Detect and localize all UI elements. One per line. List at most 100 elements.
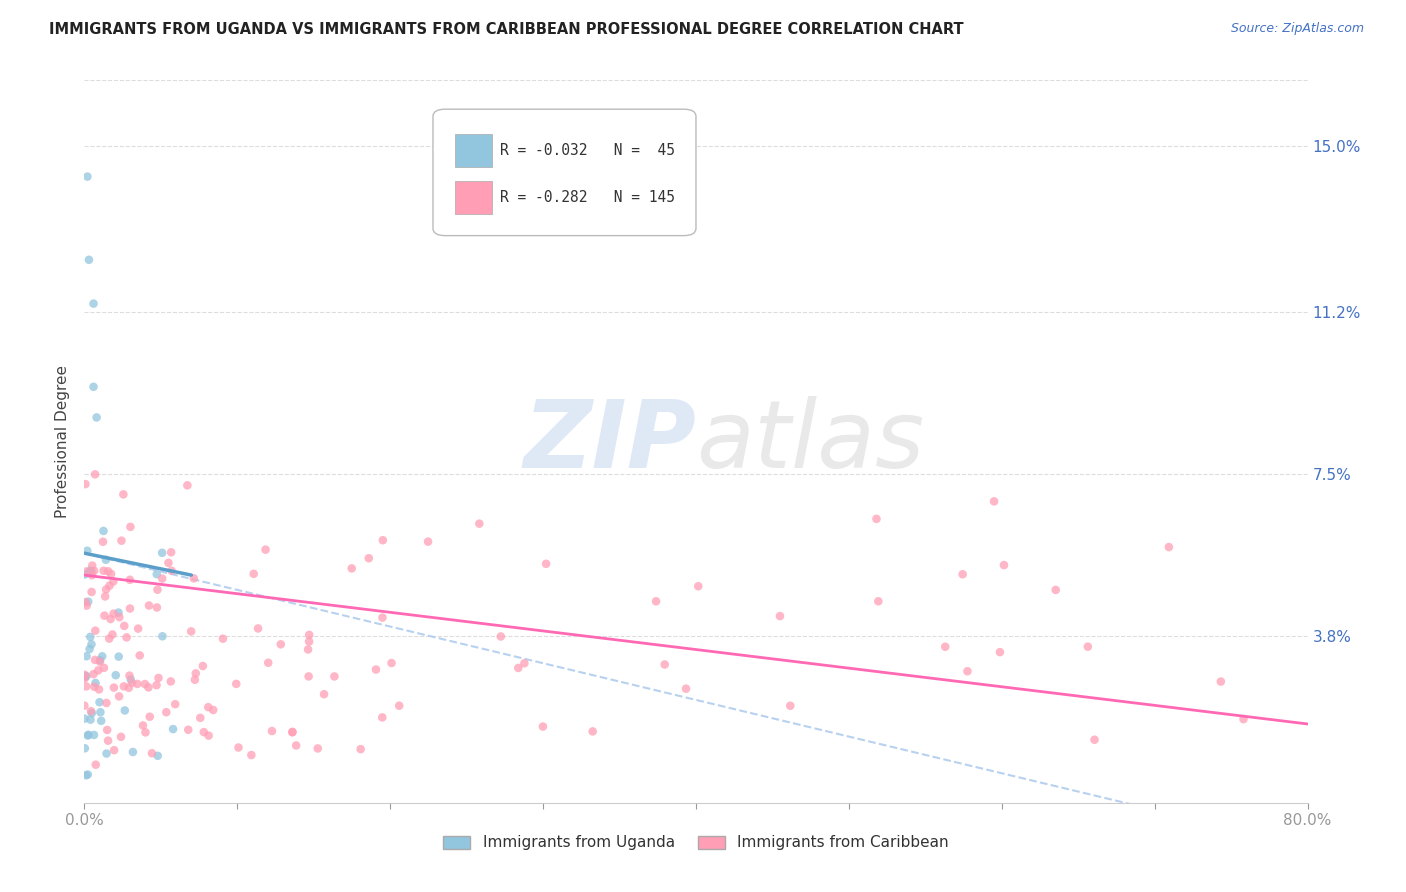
Point [112, 619, 135, 633]
Point [83, 380, 105, 394]
Point [1045, 582, 1067, 597]
Point [122, 745, 145, 759]
Point [134, 677, 156, 691]
Point [87, 664, 110, 678]
Point [675, 681, 697, 696]
Point [114, 703, 136, 717]
Point [93, 564, 115, 578]
Point [100, 566, 122, 581]
Point [1157, 540, 1180, 554]
Point [87, 682, 110, 697]
Point [645, 594, 668, 608]
Point [97, 564, 120, 578]
Point [118, 601, 141, 615]
Point [1232, 712, 1254, 726]
Point [75, 768, 97, 782]
Point [197, 729, 219, 743]
Point [688, 579, 710, 593]
Point [100, 612, 122, 626]
Point [103, 574, 125, 589]
Point [83, 564, 105, 578]
Point [993, 558, 1015, 572]
Point [247, 622, 270, 636]
Point [1077, 640, 1099, 654]
Point [242, 566, 264, 581]
Point [513, 657, 536, 671]
Point [91, 649, 114, 664]
Point [84, 676, 107, 690]
Point [152, 629, 174, 643]
Point [83, 680, 105, 694]
Text: R = -0.032   N =  45: R = -0.032 N = 45 [501, 143, 675, 158]
Point [934, 640, 956, 654]
Point [77, 728, 100, 742]
Point [98, 579, 121, 593]
Point [257, 656, 280, 670]
Point [779, 698, 801, 713]
Point [298, 669, 321, 683]
Point [90, 714, 112, 728]
Point [1209, 674, 1232, 689]
FancyBboxPatch shape [433, 109, 696, 235]
Point [952, 567, 974, 582]
Point [107, 606, 129, 620]
Point [508, 661, 530, 675]
Point [145, 567, 167, 582]
Point [146, 600, 169, 615]
Point [110, 730, 132, 744]
Point [104, 668, 127, 682]
Point [148, 671, 170, 685]
Point [180, 624, 202, 639]
Point [79, 713, 101, 727]
Point [297, 642, 319, 657]
Point [312, 687, 335, 701]
Point [80, 585, 103, 599]
Point [73, 567, 96, 582]
Point [84, 624, 107, 638]
Point [582, 724, 605, 739]
Point [73, 672, 96, 686]
Point [75, 669, 97, 683]
Point [177, 723, 200, 737]
Point [371, 610, 394, 624]
Point [654, 657, 676, 672]
Point [138, 710, 160, 724]
Point [80, 568, 103, 582]
Point [82, 667, 104, 681]
Point [118, 573, 141, 587]
Point [150, 572, 173, 586]
Text: IMMIGRANTS FROM UGANDA VS IMMIGRANTS FROM CARIBBEAN PROFESSIONAL DEGREE CORRELAT: IMMIGRANTS FROM UGANDA VS IMMIGRANTS FRO… [49, 22, 965, 37]
Point [103, 607, 125, 621]
Point [388, 698, 411, 713]
Point [141, 746, 163, 760]
Point [108, 610, 131, 624]
Point [73, 712, 96, 726]
Point [225, 677, 247, 691]
Point [865, 512, 887, 526]
Point [120, 673, 142, 687]
Point [79, 630, 101, 644]
Point [416, 534, 439, 549]
Point [76, 729, 98, 743]
Point [75, 565, 97, 579]
Point [534, 557, 557, 571]
Point [298, 628, 321, 642]
Point [197, 700, 219, 714]
Point [371, 710, 394, 724]
Point [769, 609, 792, 624]
Point [176, 478, 198, 492]
Point [89, 695, 111, 709]
Point [323, 669, 346, 683]
Point [127, 677, 149, 691]
Point [73, 741, 96, 756]
Point [956, 665, 979, 679]
Point [145, 678, 167, 692]
Point [76, 649, 98, 664]
Point [110, 533, 132, 548]
Point [240, 747, 263, 762]
Point [86, 410, 108, 425]
Point [202, 703, 225, 717]
Point [146, 748, 169, 763]
Point [76, 169, 98, 184]
Point [160, 545, 183, 559]
